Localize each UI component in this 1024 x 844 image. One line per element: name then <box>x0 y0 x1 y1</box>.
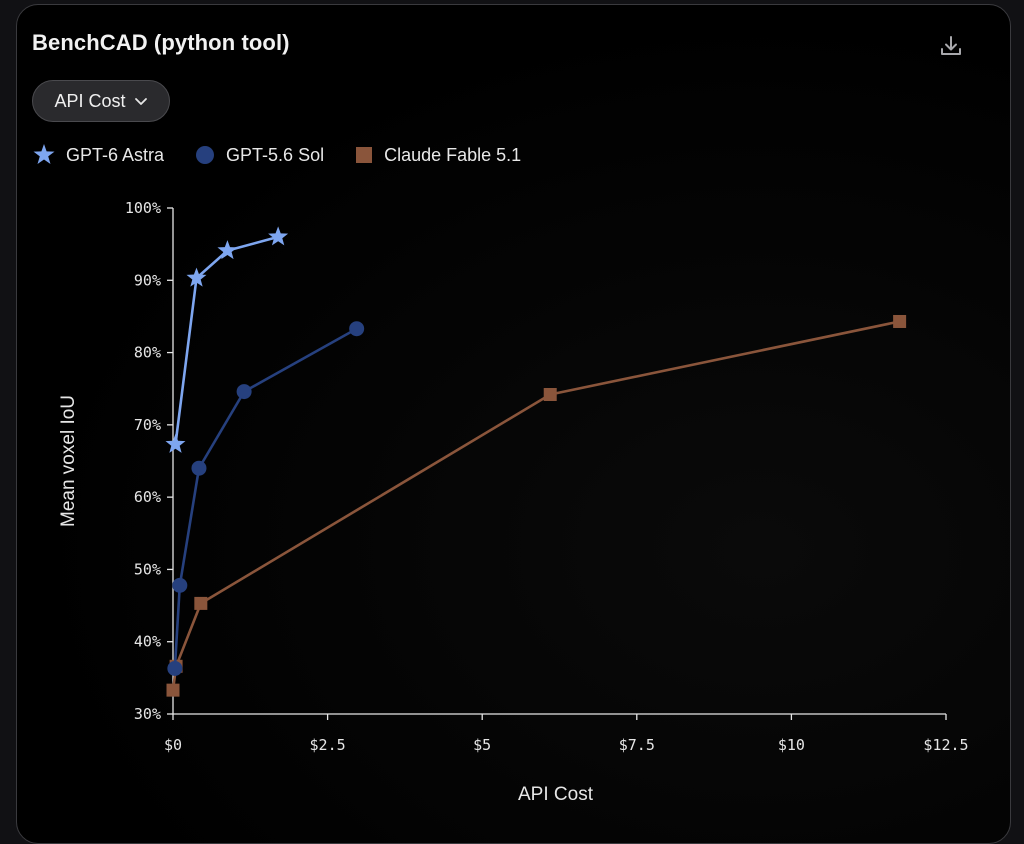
data-point-claude <box>166 683 180 697</box>
data-point-gpt56 <box>349 321 365 337</box>
data-point-claude <box>194 596 208 610</box>
data-point-gpt6 <box>268 226 289 246</box>
x-axis-label: API Cost <box>518 784 594 805</box>
legend-item-gpt6[interactable]: GPT-6 Astra <box>32 143 164 167</box>
legend-label: GPT-5.6 Sol <box>226 144 325 165</box>
dropdown-label: API Cost <box>54 90 126 111</box>
x-tick-label: $2.5 <box>310 736 346 754</box>
chart-card <box>16 4 1011 844</box>
data-point-claude <box>543 387 557 401</box>
x-tick-label: $5 <box>473 736 491 754</box>
legend-label: GPT-6 Astra <box>66 144 165 165</box>
data-point-gpt6 <box>186 267 207 287</box>
legend-item-gpt56[interactable]: GPT-5.6 Sol <box>194 144 324 166</box>
chart-legend: GPT-6 Astra GPT-5.6 Sol Claude Fable 5.1 <box>32 143 521 167</box>
y-tick-label: 70% <box>134 416 161 434</box>
download-icon <box>941 36 961 55</box>
y-axis-label: Mean voxel IoU <box>58 395 79 527</box>
star-marker-icon <box>33 144 55 164</box>
square-marker-icon <box>356 147 373 163</box>
x-tick-label: $10 <box>778 736 805 754</box>
chevron-down-icon <box>134 98 147 105</box>
data-point-gpt56 <box>191 460 207 476</box>
series-line-gpt56 <box>173 327 358 669</box>
legend-item-claude[interactable]: Claude Fable 5.1 <box>354 145 521 166</box>
data-point-gpt56 <box>236 384 252 400</box>
y-tick-label: 90% <box>134 271 161 289</box>
y-tick-label: 30% <box>134 705 161 723</box>
y-tick-label: 50% <box>134 560 161 578</box>
download-button[interactable] <box>937 32 965 60</box>
y-tick-label: 40% <box>134 633 161 651</box>
legend-label: Claude Fable 5.1 <box>384 144 522 165</box>
data-point-gpt56 <box>167 660 183 676</box>
line-chart: 30% 40% 50% 60% 70% 80% 90% 100% $0 $2.5 $5 $7.5 $10… <box>58 199 969 805</box>
data-point-claude <box>893 314 907 328</box>
data-point-gpt6 <box>165 433 186 453</box>
series-line-claude <box>171 320 900 691</box>
x-tick-label: $12.5 <box>923 736 968 754</box>
y-tick-label: 80% <box>134 344 161 362</box>
circle-marker-icon <box>196 146 215 164</box>
metric-dropdown[interactable]: API Cost <box>32 80 170 122</box>
data-point-gpt6 <box>217 240 238 260</box>
x-tick-label: $0 <box>164 736 182 754</box>
y-tick-label: 100% <box>125 199 161 217</box>
x-tick-label: $7.5 <box>619 736 655 754</box>
series-line-gpt6 <box>174 235 279 445</box>
chart-title: BenchCAD (python tool) <box>32 30 290 55</box>
y-tick-label: 60% <box>134 488 161 506</box>
data-point-gpt56 <box>172 577 188 593</box>
